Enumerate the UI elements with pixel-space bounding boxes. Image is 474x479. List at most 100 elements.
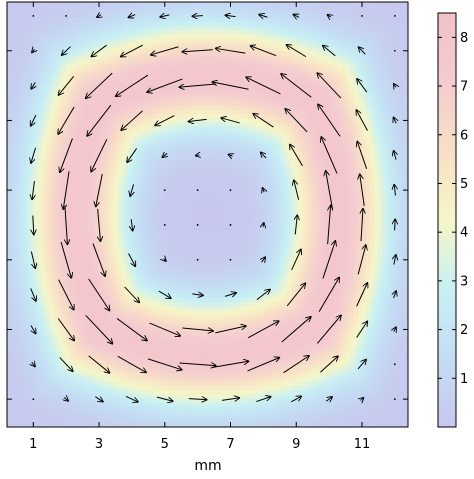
heatmap-cell <box>14 280 20 286</box>
heatmap-cell <box>7 318 12 324</box>
heatmap-cell <box>109 172 115 177</box>
heatmap-cell <box>152 222 158 227</box>
heatmap-cell <box>101 209 107 215</box>
heatmap-cell <box>78 217 83 223</box>
heatmap-cell <box>172 4 178 10</box>
heatmap-cell <box>133 197 138 202</box>
heatmap-cell <box>34 381 40 386</box>
heatmap-cell <box>113 71 119 77</box>
heatmap-cell <box>42 255 48 261</box>
heatmap-cell <box>97 255 103 261</box>
heatmap-cell <box>26 105 32 110</box>
heatmap-cell <box>7 4 12 10</box>
heatmap-cell <box>172 71 178 77</box>
heatmap-cell <box>101 17 107 23</box>
heatmap-cell <box>141 238 146 244</box>
heatmap-cell <box>14 351 20 357</box>
heatmap-cell <box>121 4 126 10</box>
heatmap-cell <box>22 192 28 198</box>
heatmap-cell <box>89 397 95 403</box>
heatmap-cell <box>42 25 48 31</box>
heatmap-cell <box>42 38 48 44</box>
heatmap-cell <box>192 263 197 269</box>
heatmap-cell <box>109 381 115 386</box>
heatmap-cell <box>34 151 40 156</box>
heatmap-cell <box>42 347 48 353</box>
heatmap-cell <box>50 8 55 14</box>
heatmap-cell <box>133 54 138 60</box>
heatmap-cell <box>18 297 24 303</box>
heatmap-cell <box>14 234 20 240</box>
heatmap-cell <box>184 192 190 198</box>
heatmap-cell <box>164 21 170 27</box>
heatmap-cell <box>141 406 146 411</box>
heatmap-cell <box>164 117 170 123</box>
heatmap-cell <box>7 217 12 223</box>
heatmap-cell <box>10 280 16 286</box>
heatmap-cell <box>14 368 20 374</box>
heatmap-cell <box>22 410 28 416</box>
heatmap-cell <box>97 25 103 31</box>
heatmap-cell <box>156 117 162 123</box>
heatmap-cell <box>42 309 48 315</box>
heatmap-cell <box>109 121 115 127</box>
heatmap-cell <box>54 54 59 60</box>
heatmap-cell <box>164 100 170 106</box>
heatmap-cell <box>192 259 197 265</box>
heatmap-cell <box>30 25 36 31</box>
heatmap-cell <box>89 4 95 10</box>
heatmap-cell <box>101 217 107 223</box>
heatmap-cell <box>50 259 55 265</box>
heatmap-cell <box>78 226 83 232</box>
heatmap-cell <box>145 100 150 106</box>
heatmap-cell <box>22 46 28 52</box>
heatmap-cell <box>10 105 16 110</box>
heatmap-cell <box>184 301 190 307</box>
heatmap-cell <box>18 138 24 144</box>
heatmap-cell <box>121 247 126 253</box>
heatmap-cell <box>34 21 40 27</box>
heatmap-cell <box>26 75 32 81</box>
heatmap-cell <box>188 105 193 110</box>
heatmap-cell <box>168 50 174 56</box>
heatmap-cell <box>26 347 32 353</box>
heatmap-cell <box>105 414 111 420</box>
heatmap-cell <box>121 176 126 181</box>
heatmap-cell <box>188 330 193 336</box>
heatmap-cell <box>93 255 99 261</box>
heatmap-cell <box>93 217 99 223</box>
heatmap-cell <box>50 381 55 386</box>
heatmap-cell <box>117 389 122 395</box>
heatmap-cell <box>101 280 107 286</box>
heatmap-cell <box>192 167 197 173</box>
heatmap-cell <box>30 205 36 211</box>
heatmap-cell <box>105 176 111 181</box>
heatmap-cell <box>50 50 55 56</box>
heatmap-cell <box>85 201 91 207</box>
heatmap-cell <box>42 301 48 307</box>
heatmap-cell <box>62 243 67 248</box>
heatmap-cell <box>38 172 44 177</box>
heatmap-cell <box>121 197 126 202</box>
heatmap-cell <box>101 121 107 127</box>
heatmap-cell <box>46 59 51 64</box>
heatmap-cell <box>78 393 83 399</box>
heatmap-cell <box>38 100 44 106</box>
heatmap-cell <box>46 209 51 215</box>
heatmap-cell <box>10 2 16 6</box>
heatmap-cell <box>18 121 24 127</box>
heatmap-cell <box>54 130 59 135</box>
heatmap-cell <box>81 297 87 303</box>
heatmap-cell <box>145 126 150 131</box>
heatmap-cell <box>176 347 182 353</box>
heatmap-cell <box>97 243 103 248</box>
heatmap-cell <box>145 205 150 211</box>
heatmap-cell <box>30 351 36 357</box>
heatmap-cell <box>30 63 36 69</box>
heatmap-cell <box>101 105 107 110</box>
heatmap-cell <box>117 347 122 353</box>
heatmap-cell <box>54 326 59 332</box>
heatmap-cell <box>129 280 134 286</box>
heatmap-cell <box>74 280 79 286</box>
heatmap-cell <box>152 42 158 48</box>
